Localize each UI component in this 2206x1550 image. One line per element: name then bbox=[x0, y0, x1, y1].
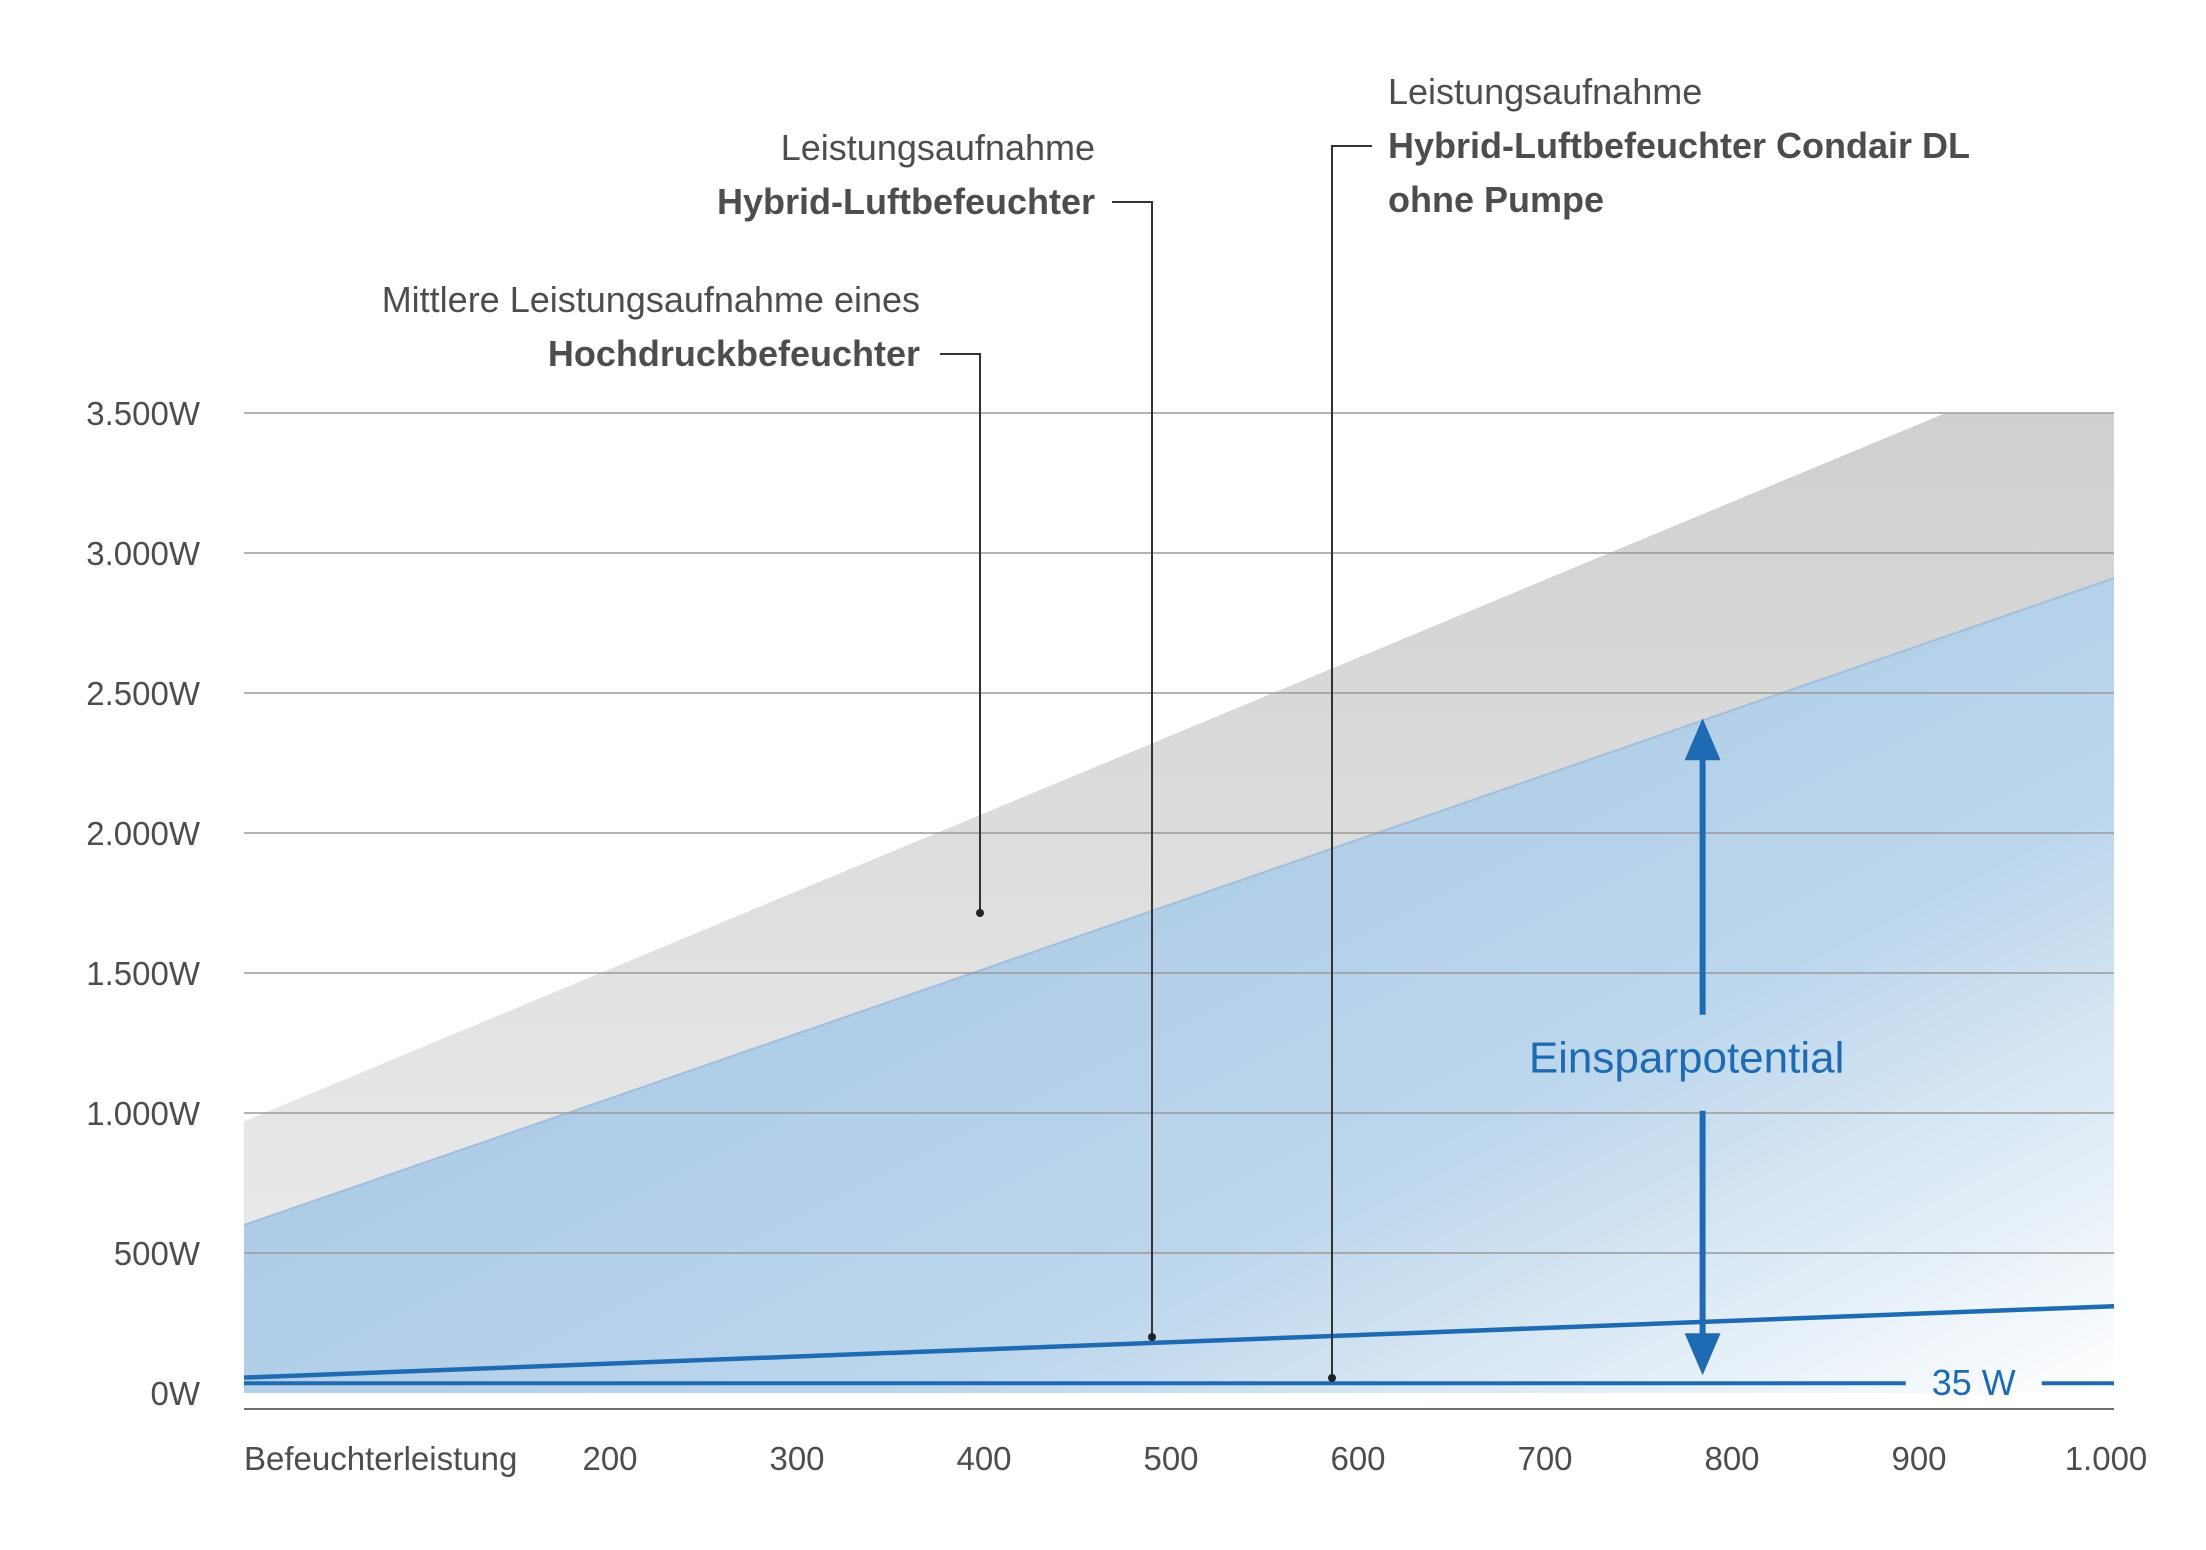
x-tick-label: 300 bbox=[769, 1440, 824, 1477]
y-tick-label: 2.500W bbox=[86, 675, 201, 712]
annotation-hybrid-dot bbox=[1148, 1333, 1156, 1341]
y-tick-label: 3.500W bbox=[86, 395, 201, 432]
x-tick-label: 200 bbox=[582, 1440, 637, 1477]
x-axis-label: Befeuchterleistung bbox=[244, 1440, 517, 1477]
x-tick-label: 400 bbox=[956, 1440, 1011, 1477]
annotation-hybrid: Leistungsaufnahme Hybrid-Luftbefeuchter bbox=[717, 127, 1156, 1341]
x-axis: 200 300 400 500 600 700 800 900 1.000 bbox=[582, 1440, 2147, 1477]
annotation-condair-line3: ohne Pumpe bbox=[1388, 179, 1604, 220]
annotation-condair-leader bbox=[1331, 145, 1372, 1378]
y-tick-label: 1.500W bbox=[86, 955, 201, 992]
y-tick-label: 500W bbox=[114, 1235, 201, 1272]
annotation-condair-dot bbox=[1328, 1374, 1336, 1382]
condair-line bbox=[243, 1303, 2115, 1380]
annotation-hochdruck: Mittlere Leistungsaufnahme eines Hochdru… bbox=[382, 279, 984, 917]
annotation-condair: Leistungsaufnahme Hybrid-Luftbefeuchter … bbox=[1328, 71, 1970, 1382]
y-tick-label: 3.000W bbox=[86, 535, 201, 572]
hybrid-edge-line bbox=[243, 577, 2115, 1226]
annotation-hybrid-line2: Hybrid-Luftbefeuchter bbox=[717, 181, 1095, 222]
annotation-hochdruck-line1: Mittlere Leistungsaufnahme eines bbox=[382, 279, 920, 320]
y-tick-label: 1.000W bbox=[86, 1095, 201, 1132]
annotation-hochdruck-dot bbox=[976, 909, 984, 917]
annotation-hochdruck-leader bbox=[940, 353, 981, 913]
x-tick-label: 500 bbox=[1143, 1440, 1198, 1477]
y-axis: 0W 500W 1.000W 1.500W 2.000W 2.500W 3.000W 3.50… bbox=[86, 395, 201, 1412]
y-tick-label: 2.000W bbox=[86, 815, 201, 852]
x-tick-label: 1.000 bbox=[2065, 1440, 2148, 1477]
savings-label: Einsparpotential bbox=[1529, 1034, 1845, 1083]
grid-lines bbox=[244, 412, 2114, 1254]
annotation-hochdruck-line2: Hochdruckbefeuchter bbox=[548, 333, 920, 374]
savings-arrow: Einsparpotential bbox=[1529, 718, 1845, 1376]
annotation-hybrid-line1: Leistungsaufnahme bbox=[781, 127, 1095, 168]
baseline-label: 35 W bbox=[1932, 1362, 2016, 1403]
arrow-head-up-icon bbox=[1684, 718, 1721, 761]
x-tick-label: 600 bbox=[1330, 1440, 1385, 1477]
x-tick-label: 900 bbox=[1891, 1440, 1946, 1477]
annotation-condair-line2: Hybrid-Luftbefeuchter Condair DL bbox=[1388, 125, 1970, 166]
x-tick-label: 700 bbox=[1517, 1440, 1572, 1477]
annotation-condair-line1: Leistungsaufnahme bbox=[1388, 71, 1702, 112]
x-tick-label: 800 bbox=[1704, 1440, 1759, 1477]
y-tick-label: 0W bbox=[151, 1375, 201, 1412]
hybrid-area bbox=[244, 578, 2114, 1393]
arrow-head-down-icon bbox=[1684, 1333, 1721, 1376]
annotation-hybrid-leader bbox=[1112, 201, 1153, 1337]
